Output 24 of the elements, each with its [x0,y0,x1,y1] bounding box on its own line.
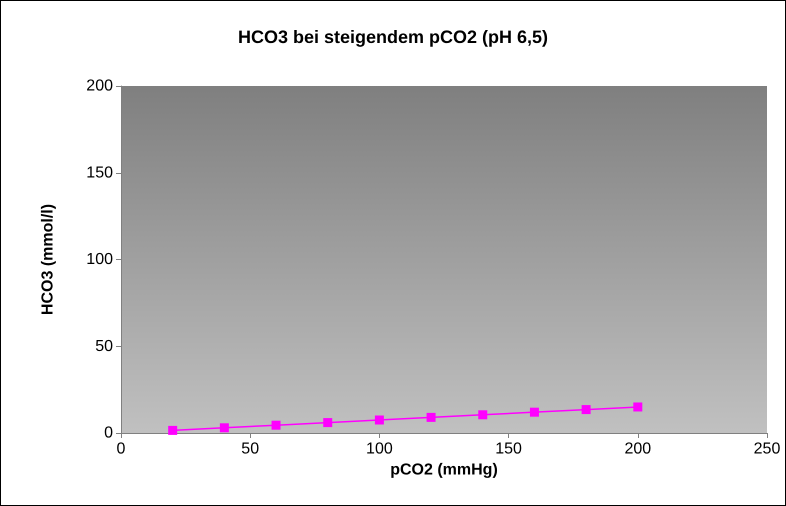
x-tick-label: 50 [241,440,260,458]
x-axis-title: pCO2 (mmHg) [390,461,498,478]
point [530,408,539,417]
chart-title: HCO3 bei steigendem pCO2 (pH 6,5) [238,27,548,47]
y-tick-label: 100 [86,251,114,268]
x-tick-label: 100 [366,440,393,458]
x-tick-label: 200 [624,440,652,458]
y-tick-label: 200 [86,78,114,94]
point [323,418,332,428]
point [220,423,229,432]
point [168,426,178,435]
point [272,420,281,430]
point [478,410,488,420]
point [426,412,436,422]
y-tick-label: 0 [104,424,114,442]
point [633,402,642,412]
x-tick-label: 150 [495,440,522,458]
point [374,415,384,424]
y-tick-label: 50 [95,338,114,355]
y-axis-title: HCO3 (mmol/l) [40,204,56,316]
point [582,405,591,414]
x-tick-label: 0 [116,440,126,458]
y-tick-label: 150 [86,164,114,182]
x-tick-label: 250 [754,440,780,458]
